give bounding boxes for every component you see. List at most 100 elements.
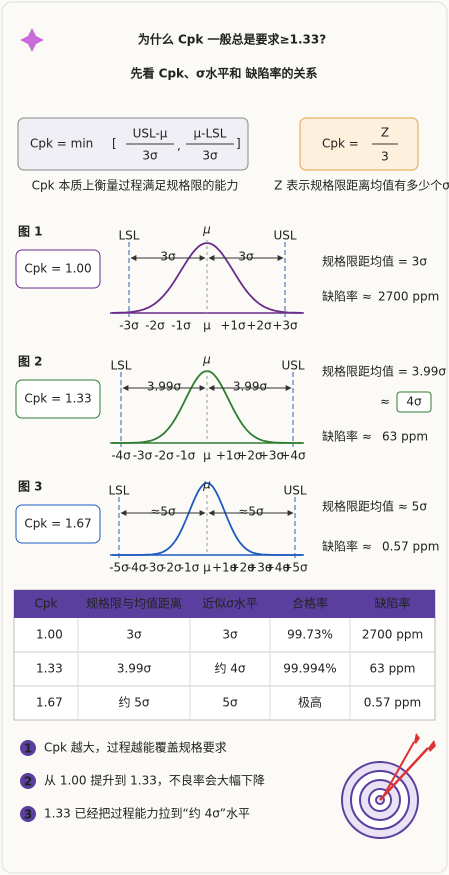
table-cell: 1.33 (36, 662, 63, 676)
bullet-badge (20, 806, 36, 822)
note: 缺陷率 ≈ (322, 289, 372, 304)
formula-text: μ-LSL (194, 127, 227, 141)
tick-label: +3σ (259, 449, 285, 463)
tick-label: -3σ (133, 449, 153, 463)
tick-label: -1σ (176, 449, 196, 463)
dart-feather (414, 733, 436, 752)
bullet-number: 3 (24, 808, 32, 822)
dart (382, 741, 415, 798)
defect-rate: 0.57 ppm (382, 540, 439, 554)
bullet-text: 从 1.00 提升到 1.33，不良率会大幅下降 (44, 773, 265, 788)
tick-label: +1σ (216, 449, 242, 463)
table-cell: 2700 ppm (362, 628, 423, 642)
tick-label: μ (203, 449, 211, 463)
distribution-curve (112, 242, 302, 314)
tick-label: +4σ (280, 449, 306, 463)
defect-rate: 2700 ppm (378, 290, 439, 304)
note: 规格限距均值 = 3σ (322, 254, 427, 269)
table-cell: 极高 (298, 695, 322, 710)
formula-text: Cpk = (322, 137, 359, 151)
tick-label: μ (203, 561, 211, 575)
formula-box (299, 117, 419, 171)
table-header: Cpk (35, 597, 58, 611)
table-cell: 1.67 (36, 696, 63, 710)
tick-label: -5σ (109, 561, 129, 575)
bullet-number: 2 (24, 775, 32, 789)
table-cell: 99.994% (283, 662, 336, 676)
figure-label: 图 3 (18, 480, 43, 494)
table-header-bg (14, 590, 435, 618)
caption: Cpk 本质上衡量过程满足规格限的能力 (32, 178, 239, 193)
tick-label: -3σ (119, 319, 139, 333)
dart (379, 747, 429, 801)
tick-label: -2σ (154, 449, 174, 463)
tick-label: -4σ (111, 449, 131, 463)
sigma-level: 4σ (406, 395, 422, 409)
subtitle: 先看 Cpk、σ水平和 缺陷率的关系 (130, 66, 317, 81)
tick-label: +3σ (247, 561, 273, 575)
mean-label: μ (202, 478, 211, 492)
comma: , (177, 139, 181, 153)
table-cell: 3σ (126, 628, 142, 642)
tick-label: +5σ (282, 561, 308, 575)
table-cell: 约 5σ (118, 695, 149, 710)
distance-label: 3σ (160, 250, 176, 264)
table-header: 合格率 (292, 596, 328, 611)
tick-label: -1σ (171, 319, 191, 333)
figure-label: 图 2 (18, 355, 43, 369)
spec-label: LSL (119, 229, 140, 243)
tick-label: -2σ (162, 561, 182, 575)
table-header: 缺陷率 (374, 596, 410, 611)
note: 缺陷率 ≈ (322, 429, 372, 444)
formula-text: 3σ (142, 149, 158, 163)
spec-label: USL (273, 229, 296, 243)
distance-label: ≈5σ (150, 505, 176, 519)
tick-label: +2σ (230, 561, 256, 575)
table-header: 规格限与均值距离 (86, 596, 182, 611)
caption: Z 表示规格限距离均值有多少个σ (274, 178, 449, 193)
distance-label: 3.99σ (233, 380, 268, 394)
tick-label: +2σ (246, 319, 272, 333)
distance-label: 3.99σ (147, 380, 182, 394)
bullet-number: 1 (24, 742, 32, 756)
formula-text: 3σ (202, 149, 218, 163)
cpk-value: Cpk = 1.00 (24, 262, 91, 276)
sigma-box (396, 391, 432, 413)
figure-label: 图 1 (18, 225, 43, 239)
note: ≈ (380, 395, 390, 409)
spec-label: USL (283, 484, 306, 498)
spec-label: LSL (109, 484, 130, 498)
defect-rate: 63 ppm (382, 430, 428, 444)
title: 为什么 Cpk 一般总是要求≥1.33? (138, 32, 326, 47)
tick-label: +1σ (212, 561, 238, 575)
tick-label: -3σ (144, 561, 164, 575)
table-header: 近似σ水平 (202, 597, 258, 611)
cpk-box (15, 379, 101, 419)
note: 规格限距均值 ≈ 5σ (322, 499, 427, 514)
table-cell: 3σ (222, 628, 238, 642)
tick-label: +1σ (220, 319, 246, 333)
bracket: [ (112, 137, 117, 151)
spec-label: LSL (111, 359, 132, 373)
distance-label: 3σ (238, 250, 254, 264)
cpk-box (15, 504, 101, 544)
mean-label: μ (202, 223, 211, 237)
table-cell: 63 ppm (369, 662, 415, 676)
formula-text: Cpk = min (30, 137, 93, 151)
sparkle (20, 28, 44, 52)
spec-label: USL (281, 359, 304, 373)
bullet-badge (20, 740, 36, 756)
tick-label: +2σ (237, 449, 263, 463)
cpk-value: Cpk = 1.67 (24, 517, 91, 531)
table-cell: 约 4σ (214, 661, 245, 676)
table-cell: 3.99σ (117, 662, 152, 676)
mean-label: μ (202, 353, 211, 367)
bullet-text: Cpk 越大，过程越能覆盖规格要求 (44, 740, 227, 755)
table-cell: 99.73% (287, 628, 333, 642)
distance-label: ≈5σ (238, 505, 264, 519)
tick-label: -4σ (127, 561, 147, 575)
formula-text: USL-μ (133, 127, 168, 141)
note: 规格限距均值 = 3.99σ (322, 364, 446, 379)
tick-label: -1σ (180, 561, 200, 575)
